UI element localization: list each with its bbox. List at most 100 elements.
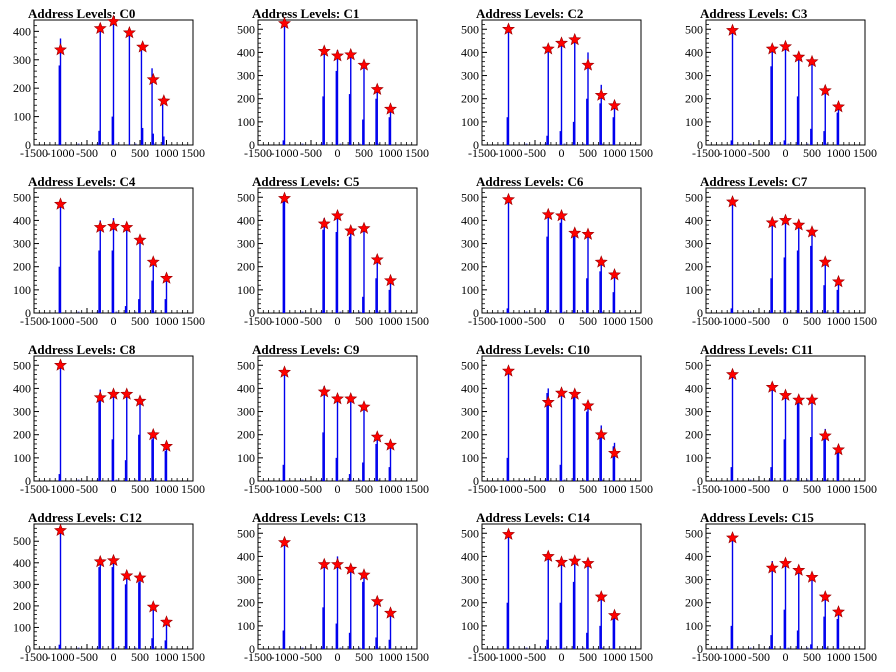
y-tick-label: 0 [697, 642, 703, 656]
star-marker [568, 554, 582, 567]
x-tick-label: -1000 [495, 146, 523, 160]
star-marker [541, 395, 555, 408]
y-tick-label: 300 [685, 405, 703, 419]
star-marker [608, 608, 621, 621]
x-tick-label: 0 [783, 314, 789, 328]
x-tick-label: -500 [300, 482, 322, 496]
star-marker [160, 615, 173, 628]
x-tick-label: -1000 [47, 650, 75, 664]
x-tick-label: 0 [111, 482, 117, 496]
x-tick-label: 1500 [629, 482, 653, 496]
y-tick-label: 0 [473, 642, 479, 656]
y-tick-label: 200 [13, 428, 31, 442]
y-tick-label: 500 [685, 190, 703, 204]
chart-panel-7: Address Levels: C7 0 100 200 300 400 500 -1500-… [672, 168, 896, 336]
y-tick-label: 200 [461, 92, 479, 106]
x-tick-label: -500 [300, 314, 322, 328]
y-tick-label: 400 [685, 213, 703, 227]
x-tick-label: -500 [748, 146, 770, 160]
y-tick-label: 100 [685, 115, 703, 129]
x-tick-label: 1000 [155, 482, 179, 496]
star-marker [93, 390, 107, 404]
x-tick-label: 500 [355, 314, 373, 328]
star-marker [370, 82, 384, 95]
y-tick-label: 500 [461, 526, 479, 540]
y-tick-label: 400 [237, 381, 255, 395]
x-tick-label: 0 [559, 650, 565, 664]
chart-title: Address Levels: C11 [700, 342, 814, 357]
star-marker [805, 54, 819, 68]
y-tick-label: 0 [697, 138, 703, 152]
y-tick-label: 500 [13, 358, 31, 372]
y-tick-label: 100 [13, 110, 31, 124]
star-marker [317, 44, 331, 57]
star-marker [54, 358, 67, 371]
x-tick-label: -500 [748, 482, 770, 496]
star-marker [568, 387, 582, 400]
chart-panel-4: Address Levels: C4 0 100 200 300 400 500 -1500-… [0, 168, 224, 336]
x-tick-label: 1000 [827, 314, 851, 328]
x-tick-label: 1000 [379, 146, 403, 160]
star-marker [357, 58, 371, 71]
star-marker [344, 562, 358, 575]
y-tick-label: 300 [13, 237, 31, 251]
star-marker [122, 25, 136, 39]
star-marker [331, 49, 344, 62]
chart-title: Address Levels: C1 [252, 6, 360, 21]
chart-title: Address Levels: C3 [700, 6, 808, 21]
star-marker [278, 16, 291, 29]
x-tick-label: -1500 [468, 146, 496, 160]
x-tick-label: -1500 [244, 314, 272, 328]
star-marker [541, 42, 555, 55]
x-tick-label: 500 [803, 314, 821, 328]
x-tick-label: -1500 [20, 314, 48, 328]
x-tick-label: -1000 [495, 650, 523, 664]
chart-title: Address Levels: C7 [700, 174, 808, 189]
y-tick-label: 300 [13, 53, 31, 67]
x-tick-label: 1000 [603, 314, 627, 328]
y-tick-label: 200 [237, 596, 255, 610]
star-marker [568, 32, 582, 46]
star-marker [502, 22, 515, 35]
y-tick-label: 500 [237, 22, 255, 36]
chart-svg: 0 100 200 300 400 500 -1500-1000 -500 0 500 1000 15… [13, 355, 205, 496]
star-marker [818, 590, 832, 603]
star-marker [594, 255, 608, 268]
star-marker [792, 218, 806, 231]
y-tick-label: 100 [237, 283, 255, 297]
x-tick-label: 1500 [853, 482, 877, 496]
x-tick-label: -1500 [468, 482, 496, 496]
star-marker [317, 557, 331, 571]
y-tick-label: 400 [13, 24, 31, 38]
chart-svg: 0 100 200 300 400 500 -1500-1000 -500 0 500 1000 15… [685, 355, 877, 496]
star-marker [555, 555, 568, 568]
x-tick-label: 1000 [827, 482, 851, 496]
chart-svg: 0 100 200 300 400 500 -1500-1000 -500 0 500 1000 15… [13, 523, 205, 664]
chart-svg: 0 100 200 300 400 500 -1500-1000 -500 0 500 1000 15… [685, 187, 877, 328]
star-marker [541, 549, 555, 562]
x-tick-label: 1000 [603, 650, 627, 664]
star-marker [502, 192, 515, 206]
star-marker [832, 605, 845, 618]
x-tick-label: -1000 [719, 146, 747, 160]
star-marker [107, 387, 120, 400]
chart-panel-3: Address Levels: C3 0 100 200 300 400 500 -1500-… [672, 0, 896, 168]
y-tick-label: 200 [461, 428, 479, 442]
chart-svg: 0 100 200 300 400 500 -1500-1000 -500 0 500 1000 15… [237, 187, 429, 328]
y-tick-label: 500 [237, 358, 255, 372]
x-tick-label: 1500 [629, 314, 653, 328]
x-tick-label: -1000 [271, 650, 299, 664]
y-tick-label: 500 [685, 358, 703, 372]
star-marker [160, 271, 173, 284]
x-tick-label: -500 [300, 650, 322, 664]
x-tick-label: 0 [111, 650, 117, 664]
chart-svg: 0 100 200 300 400 -1500-1000 -500 0 500 1000 1500 [13, 14, 205, 160]
x-tick-label: 1000 [379, 314, 403, 328]
x-tick-label: -1000 [495, 482, 523, 496]
x-tick-label: 0 [559, 314, 565, 328]
star-marker [765, 215, 779, 229]
y-tick-label: 100 [685, 451, 703, 465]
star-marker [568, 226, 582, 239]
star-marker [541, 207, 555, 221]
y-tick-label: 400 [461, 45, 479, 59]
